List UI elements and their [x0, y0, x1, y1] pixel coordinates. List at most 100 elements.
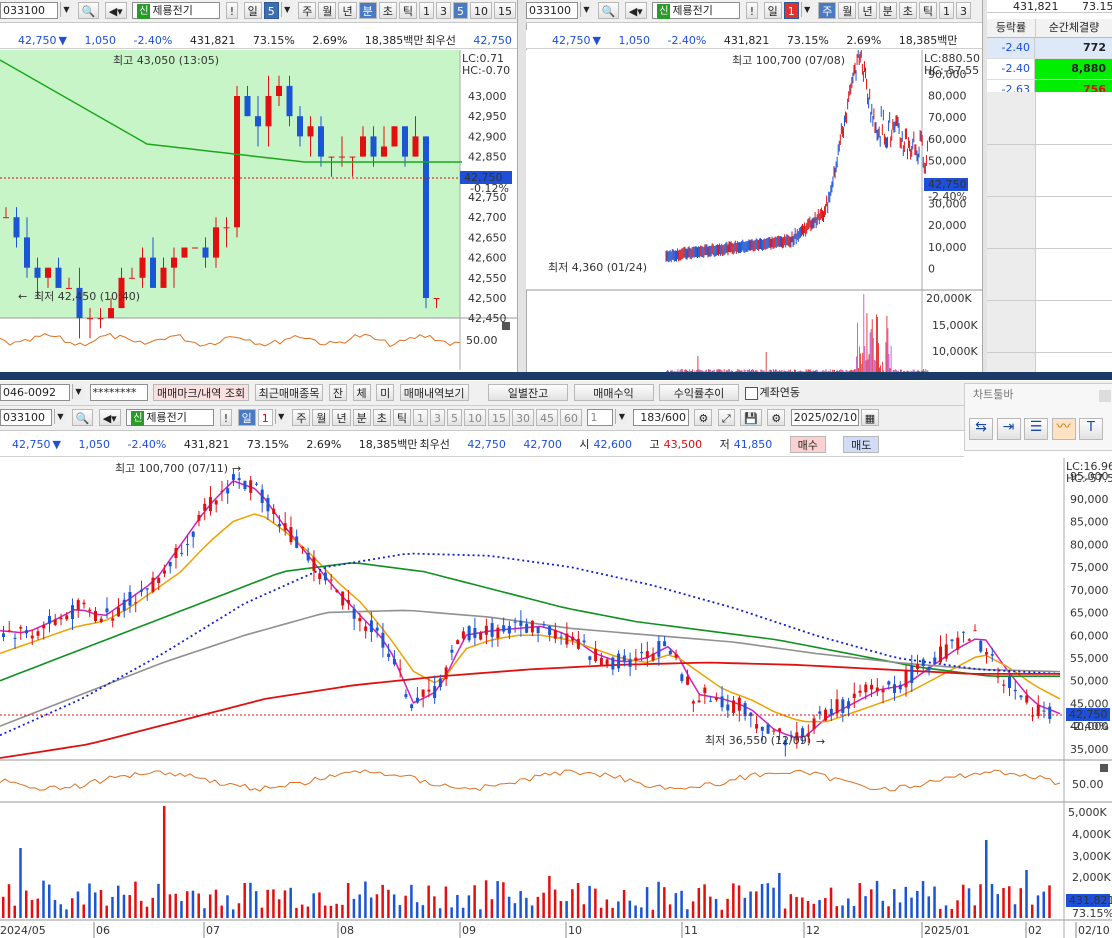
- btn-second[interactable]: 초: [898, 2, 917, 19]
- trade-history-button[interactable]: 매매내역보기: [399, 384, 469, 401]
- refresh-icon[interactable]: ⇆: [969, 418, 993, 440]
- alert-button[interactable]: !: [219, 409, 233, 426]
- close-icon[interactable]: [1099, 390, 1111, 402]
- panel-splitter[interactable]: [982, 0, 987, 372]
- period-button[interactable]: 일: [763, 2, 782, 19]
- btn-minute[interactable]: 분: [878, 2, 897, 19]
- btn-month[interactable]: 월: [318, 2, 337, 19]
- intraday-chart[interactable]: 최고 43,050 (13:05) 최저 42,450 (10:40) ← LC…: [0, 50, 517, 370]
- btn-10[interactable]: 10: [463, 409, 486, 426]
- calendar-icon[interactable]: ▦: [860, 409, 880, 426]
- btn-30[interactable]: 30: [511, 409, 534, 426]
- gear-icon[interactable]: ⚙: [767, 409, 786, 426]
- candle-settings-icon[interactable]: ⚙: [694, 409, 713, 426]
- btn-minute[interactable]: 분: [358, 2, 377, 19]
- btn-year[interactable]: 년: [338, 2, 357, 19]
- buy-button[interactable]: 매수: [789, 436, 826, 453]
- period-button[interactable]: 일: [243, 2, 262, 19]
- alert-button[interactable]: !: [225, 2, 239, 19]
- btn-60[interactable]: 60: [559, 409, 582, 426]
- speaker-icon[interactable]: ◀▾: [624, 2, 647, 19]
- btn-15[interactable]: 15: [487, 409, 510, 426]
- btn-week[interactable]: 주: [298, 2, 317, 19]
- speaker-icon[interactable]: ◀▾: [98, 409, 121, 426]
- compare-icon[interactable]: ⇥: [996, 418, 1021, 440]
- count-combo[interactable]: 1: [587, 409, 614, 426]
- btn-tick[interactable]: 틱: [398, 2, 417, 19]
- btn-45[interactable]: 45: [535, 409, 558, 426]
- date-field[interactable]: 2025/02/10: [790, 409, 859, 426]
- text-tool-icon[interactable]: T: [1079, 418, 1103, 440]
- btn-5[interactable]: 5: [452, 2, 468, 19]
- btn-5[interactable]: 5: [446, 409, 462, 426]
- btn-year[interactable]: 년: [332, 409, 351, 426]
- chevron-down-icon[interactable]: ▼: [72, 384, 84, 399]
- period-value[interactable]: 1: [783, 2, 799, 19]
- return-trend-button[interactable]: 수익률추이: [659, 384, 740, 401]
- chevron-down-icon[interactable]: ▼: [580, 2, 592, 17]
- search-icon[interactable]: 🔍: [77, 2, 100, 19]
- btn-10[interactable]: 10: [469, 2, 492, 19]
- chevron-down-icon[interactable]: ▼: [60, 2, 72, 17]
- lc-label: LC:880.50: [924, 52, 980, 65]
- y-tick: 40,000: [1070, 720, 1109, 733]
- count-display[interactable]: 183/600: [632, 409, 689, 426]
- btn-1[interactable]: 1: [418, 2, 434, 19]
- btn-second[interactable]: 초: [372, 409, 391, 426]
- btn-1[interactable]: 1: [412, 409, 428, 426]
- btn-1[interactable]: 1: [938, 2, 954, 19]
- search-icon[interactable]: 🔍: [597, 2, 620, 19]
- unfilled-button[interactable]: 미: [376, 384, 395, 401]
- filled-button[interactable]: 체: [352, 384, 371, 401]
- btn-year[interactable]: 년: [858, 2, 877, 19]
- sell-button[interactable]: 매도: [843, 436, 880, 453]
- btn-3[interactable]: 3: [435, 2, 451, 19]
- close-icon[interactable]: [502, 322, 510, 330]
- list-icon[interactable]: ☰: [1024, 418, 1048, 440]
- chevron-down-icon[interactable]: ▼: [54, 409, 66, 424]
- stock-code-combo[interactable]: 033100: [0, 409, 52, 426]
- btn-month[interactable]: 월: [838, 2, 857, 19]
- save-icon[interactable]: 💾: [740, 409, 762, 426]
- long-term-chart[interactable]: 최고 100,700 (07/08) 최저 4,360 (01/24) LC:8…: [526, 50, 982, 372]
- btn-15[interactable]: 15: [493, 2, 516, 19]
- balance-button[interactable]: 잔: [328, 384, 348, 401]
- btn-minute[interactable]: 분: [352, 409, 371, 426]
- stock-code-combo[interactable]: 033100: [526, 2, 578, 19]
- period-button[interactable]: 일: [237, 409, 256, 426]
- chevron-down-icon[interactable]: ▼: [280, 2, 293, 17]
- btn-week[interactable]: 주: [818, 2, 837, 19]
- btn-3[interactable]: 3: [429, 409, 445, 426]
- btn-week[interactable]: 주: [292, 409, 311, 426]
- main-chart[interactable]: 최고 100,700 (07/11) → 최저 36,550 (12/09) →…: [0, 458, 1112, 938]
- btn-tick[interactable]: 틱: [392, 409, 411, 426]
- btn-tick[interactable]: 틱: [918, 2, 937, 19]
- stock-code-combo[interactable]: 033100: [0, 2, 58, 19]
- chevron-down-icon[interactable]: ▼: [800, 2, 813, 17]
- chevron-down-icon[interactable]: ▼: [274, 409, 287, 424]
- account-combo[interactable]: 046-0092: [0, 384, 70, 401]
- recent-trades-button[interactable]: 최근매매종목: [254, 384, 324, 401]
- stock-name-combo[interactable]: 신 제룡전기: [652, 2, 741, 19]
- zoom-icon[interactable]: ⤢: [717, 409, 735, 426]
- trade-profit-button[interactable]: 매매수익: [573, 384, 654, 401]
- volume-bar: [876, 314, 877, 372]
- speaker-icon[interactable]: ◀▾: [104, 2, 127, 19]
- btn-3[interactable]: 3: [955, 2, 971, 19]
- search-icon[interactable]: 🔍: [71, 409, 94, 426]
- trade-mark-button[interactable]: 매매마크/내역 조회: [153, 384, 250, 401]
- stock-name-combo[interactable]: 신 제룡전기: [126, 409, 215, 426]
- trend-icon[interactable]: 〰: [1051, 418, 1076, 440]
- close-icon[interactable]: [1100, 764, 1108, 772]
- volume-bar: [778, 371, 780, 372]
- btn-month[interactable]: 월: [312, 409, 331, 426]
- btn-second[interactable]: 초: [378, 2, 397, 19]
- chevron-down-icon[interactable]: ▼: [615, 409, 628, 424]
- account-link-checkbox[interactable]: [744, 386, 758, 400]
- stock-name-combo[interactable]: 신 제룡전기: [132, 2, 221, 19]
- period-value[interactable]: 1: [257, 409, 273, 426]
- period-value[interactable]: 5: [263, 2, 279, 19]
- daily-balance-button[interactable]: 일별잔고: [488, 384, 569, 401]
- password-field[interactable]: ********: [89, 384, 148, 401]
- alert-button[interactable]: !: [745, 2, 759, 19]
